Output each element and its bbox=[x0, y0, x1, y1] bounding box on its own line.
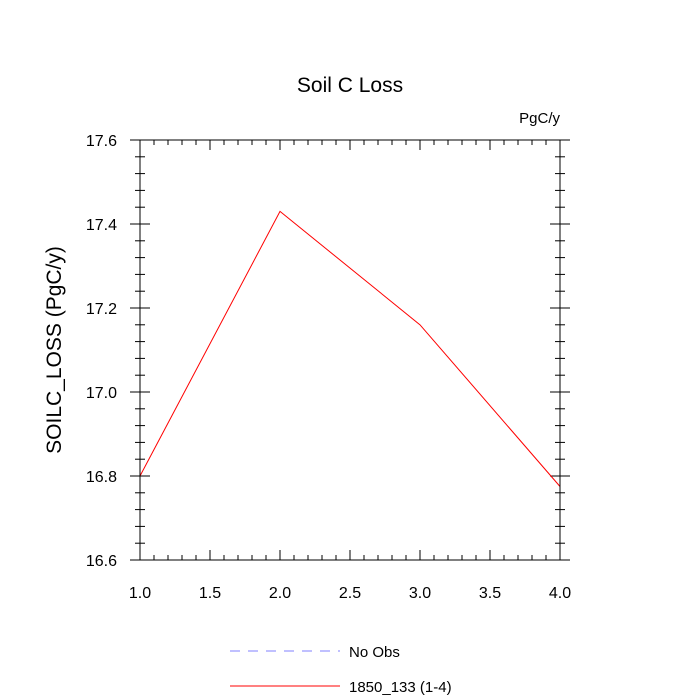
y-axis-label: SOILC_LOSS (PgC/y) bbox=[43, 246, 66, 454]
units-label: PgC/y bbox=[519, 110, 560, 127]
chart-title: Soil C Loss bbox=[297, 74, 403, 97]
legend: No Obs 1850_133 (1-4) bbox=[230, 644, 452, 696]
x-tick-label: 2.0 bbox=[269, 585, 291, 602]
y-tick-labels: 16.6 16.8 17.0 17.2 17.4 17.6 bbox=[86, 133, 117, 570]
legend-label: No Obs bbox=[349, 644, 400, 661]
x-tick-label: 1.0 bbox=[129, 585, 151, 602]
y-tick-label: 17.0 bbox=[86, 385, 117, 402]
plot-frame bbox=[139, 139, 561, 561]
legend-label: 1850_133 (1-4) bbox=[349, 679, 452, 696]
x-tick-label: 4.0 bbox=[549, 585, 571, 602]
x-tick-label: 2.5 bbox=[339, 585, 361, 602]
series-line-1 bbox=[139, 210, 561, 487]
y-tick-label: 17.6 bbox=[86, 133, 117, 150]
axis-ticks bbox=[130, 139, 570, 561]
y-tick-label: 16.6 bbox=[86, 553, 117, 570]
x-tick-label: 3.0 bbox=[409, 585, 431, 602]
y-tick-label: 17.4 bbox=[86, 217, 117, 234]
x-tick-label: 1.5 bbox=[199, 585, 221, 602]
x-tick-labels: 1.0 1.5 2.0 2.5 3.0 3.5 4.0 bbox=[129, 585, 571, 602]
y-tick-label: 16.8 bbox=[86, 469, 117, 486]
series-lines bbox=[139, 210, 561, 487]
y-tick-label: 17.2 bbox=[86, 301, 117, 318]
x-tick-label: 3.5 bbox=[479, 585, 501, 602]
